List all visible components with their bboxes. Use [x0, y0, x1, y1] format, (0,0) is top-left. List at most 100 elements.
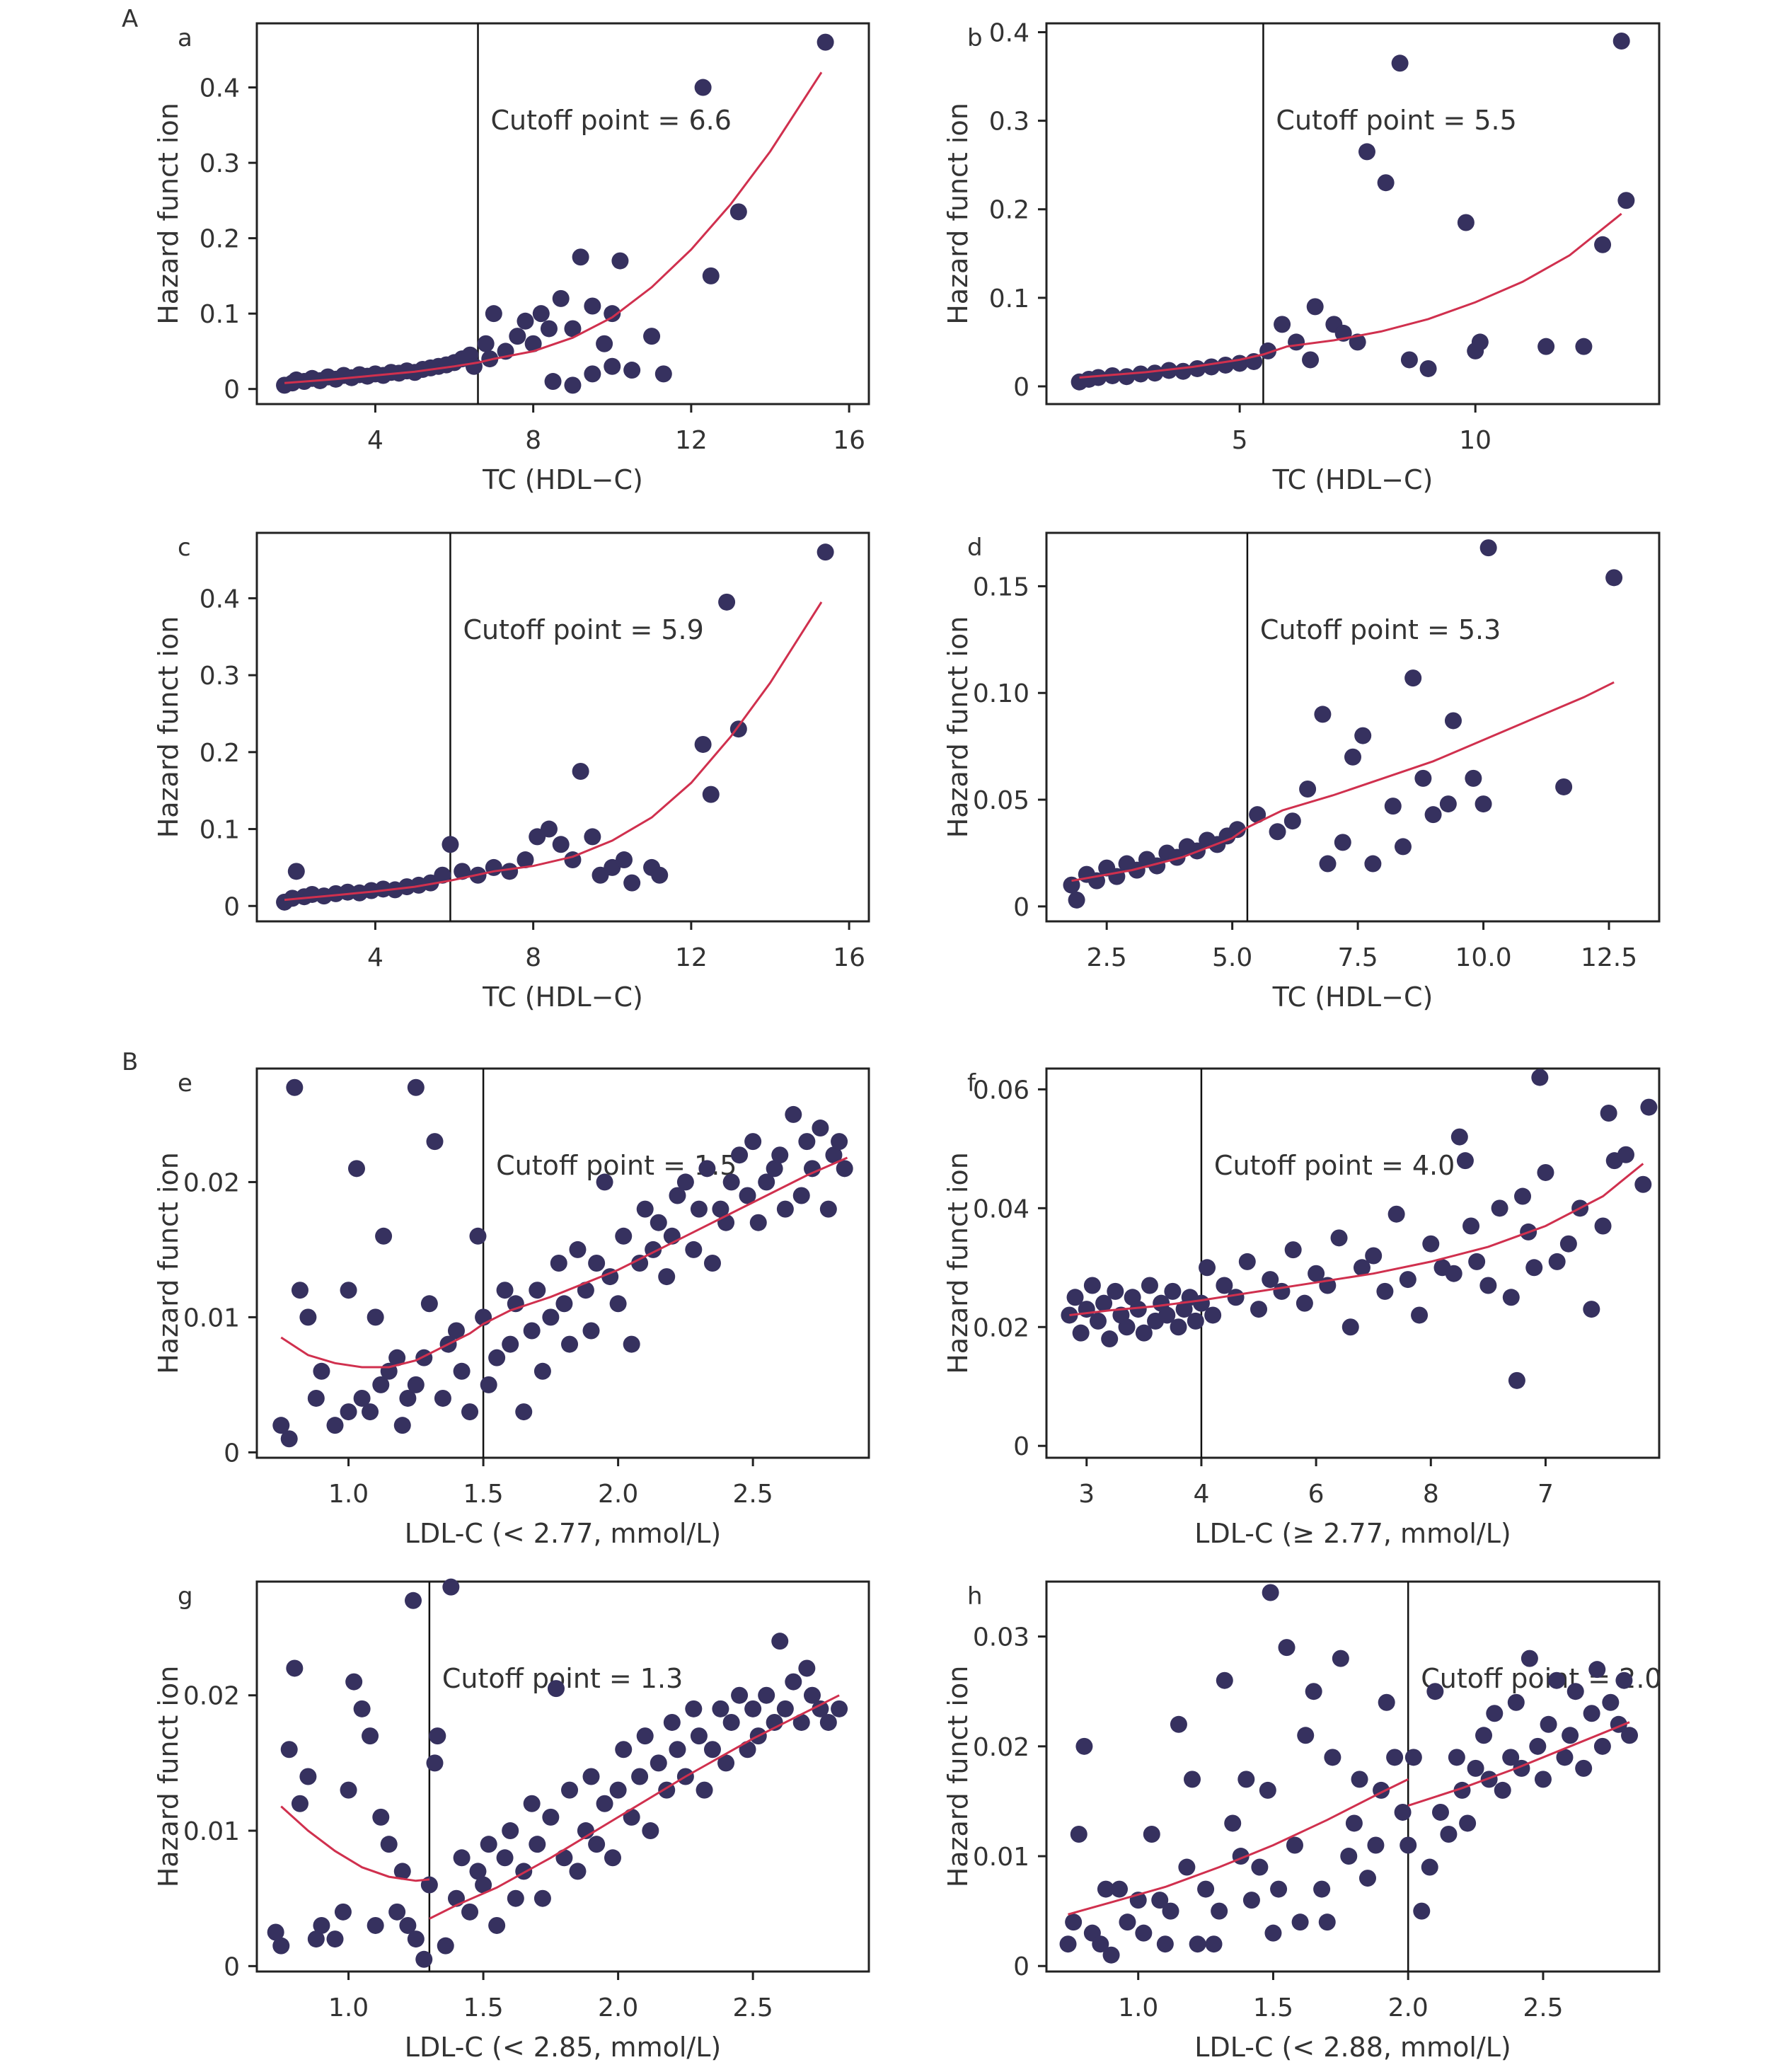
data-point [1400, 351, 1418, 369]
data-point [524, 335, 542, 352]
plot-frame [255, 22, 870, 405]
x-tick-label: 2.0 [598, 1480, 638, 1509]
data-point [685, 1700, 703, 1717]
data-point [517, 851, 534, 869]
data-point [1521, 1650, 1538, 1667]
data-point [496, 1282, 514, 1299]
data-point [405, 1592, 422, 1609]
data-point [1445, 1265, 1462, 1282]
data-point [461, 1403, 479, 1421]
data-point [407, 1376, 425, 1393]
x-tick-label: 16 [833, 943, 865, 972]
data-point [1384, 798, 1402, 815]
data-point [1334, 834, 1351, 851]
data-point [488, 1916, 506, 1934]
data-point [1424, 806, 1442, 824]
data-point [454, 863, 471, 880]
data-point [1168, 848, 1186, 866]
data-point [642, 1822, 659, 1840]
data-point [604, 1849, 621, 1867]
data-point [1313, 1880, 1331, 1898]
data-point [712, 1700, 729, 1717]
data-point [1197, 1880, 1215, 1898]
data-point [722, 1713, 740, 1731]
data-point [442, 1578, 460, 1596]
x-axis-label: TC (HDL−C) [482, 464, 643, 495]
data-point [792, 1187, 810, 1204]
data-point [631, 1768, 649, 1785]
data-point [1411, 1306, 1429, 1324]
data-point [480, 1376, 497, 1393]
data-point [488, 1349, 506, 1366]
x-axis-label: LDL-C (< 2.77, mmol/L) [405, 1518, 721, 1549]
data-point [1129, 1301, 1147, 1318]
data-point [1465, 769, 1482, 787]
data-point [407, 1930, 425, 1948]
data-point [544, 373, 562, 391]
data-point [340, 1282, 357, 1299]
data-point [1462, 1217, 1480, 1235]
y-axis-label: Hazard funct ion [153, 616, 184, 839]
data-points [276, 33, 834, 394]
data-point [650, 1754, 667, 1772]
y-axis-label: Hazard funct ion [153, 1666, 184, 1888]
data-point [1269, 823, 1286, 841]
data-point [287, 863, 305, 880]
data-point [307, 1389, 325, 1407]
data-point [1479, 1277, 1497, 1294]
fit-curve [284, 601, 823, 902]
y-tick-label: 0 [224, 376, 240, 405]
data-point [1479, 539, 1497, 557]
data-points [1059, 1584, 1639, 1964]
y-tick-label: 0.3 [200, 662, 240, 691]
cutoff-annotation: Cutoff point = 6.6 [491, 105, 732, 136]
data-point [362, 1727, 379, 1745]
data-point [552, 836, 570, 853]
data-point [1456, 1152, 1474, 1170]
fit-curve [1071, 681, 1615, 882]
data-point [1097, 1880, 1114, 1898]
data-point [690, 1727, 708, 1745]
data-point [1340, 1848, 1358, 1865]
data-point [651, 866, 669, 884]
data-point [582, 1322, 600, 1340]
data-point [272, 1937, 290, 1955]
data-point [776, 1200, 794, 1218]
x-tick-label: 5.0 [1212, 943, 1252, 972]
data-point [426, 1133, 444, 1151]
x-tick-label: 12 [675, 426, 708, 455]
data-point [1422, 1235, 1440, 1253]
data-point [1237, 1771, 1255, 1788]
data-point [1107, 1282, 1124, 1300]
data-point [831, 1133, 848, 1151]
x-tick-label: 2.5 [1523, 1993, 1563, 2022]
data-point [291, 1795, 308, 1812]
data-point [469, 1863, 487, 1880]
data-point [718, 593, 736, 611]
data-point [1400, 1836, 1417, 1854]
data-point [1264, 1924, 1282, 1942]
data-point [696, 1781, 713, 1799]
x-tick-label: 10 [1459, 426, 1491, 455]
data-point [1386, 1749, 1404, 1766]
cutoff-annotation: Cutoff point = 5.5 [1276, 105, 1516, 136]
data-point [326, 1417, 344, 1434]
data-point [555, 1849, 573, 1867]
data-point [529, 1282, 546, 1299]
data-point [1617, 192, 1635, 209]
data-point [1575, 1759, 1593, 1777]
panel-letter: f [967, 1069, 976, 1098]
data-point [588, 1836, 606, 1853]
data-point [739, 1741, 756, 1759]
x-tick-label: 3 [1078, 1480, 1095, 1509]
data-point [596, 1795, 613, 1812]
data-point [1305, 1683, 1322, 1700]
data-point [1291, 1913, 1309, 1931]
x-tick-label: 8 [525, 943, 541, 972]
data-point [552, 289, 570, 307]
panel-d: d 2.5 5.0 7.5 10.0 12.5 0 0.05 0.10 0.15 TC (HDL−C… [942, 531, 1661, 1013]
data-point [1471, 333, 1489, 351]
data-point [299, 1308, 317, 1326]
data-point [702, 267, 720, 284]
data-point [299, 1768, 317, 1785]
